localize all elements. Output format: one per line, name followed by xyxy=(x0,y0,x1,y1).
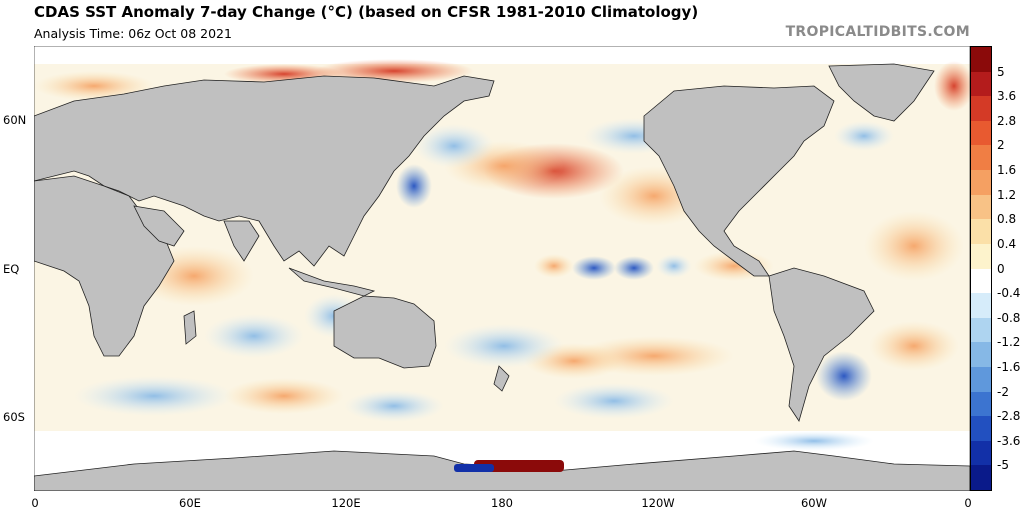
ross-sea-warm-patch xyxy=(474,460,564,472)
lat-label-60n: 60N xyxy=(3,113,27,127)
australia xyxy=(333,295,437,369)
colorbar-cell xyxy=(971,317,991,343)
colorbar-cell xyxy=(971,47,991,73)
colorbar-cell xyxy=(971,268,991,294)
colorbar-cell xyxy=(971,243,991,269)
colorbar-label: 0.4 xyxy=(997,236,1017,251)
colorbar-label: -3.6 xyxy=(997,433,1021,448)
colorbar-label: -0.8 xyxy=(997,310,1021,325)
south-america xyxy=(768,267,875,422)
colorbar-cell xyxy=(971,293,991,319)
colorbar-cell xyxy=(971,366,991,393)
colorbar-cell xyxy=(971,96,991,122)
colorbar-cell xyxy=(971,120,991,146)
colorbar-cell xyxy=(971,416,991,442)
site-credit: TROPICALTIDBITS.COM xyxy=(785,24,970,40)
sst-anomaly-map xyxy=(34,46,970,491)
arctic-band xyxy=(34,46,970,64)
lon-label-60e: 60E xyxy=(179,496,201,510)
colorbar-cell xyxy=(971,342,991,368)
colorbar-cell xyxy=(971,145,991,171)
colorbar-cell xyxy=(971,170,991,196)
colorbar-label: 0 xyxy=(997,261,1005,276)
colorbar-cell xyxy=(971,440,991,466)
arabia xyxy=(133,205,185,247)
colorbar-label: 2.8 xyxy=(997,113,1017,128)
colorbar-label: -1.6 xyxy=(997,359,1021,374)
colorbar-label: 5 xyxy=(997,64,1005,79)
lon-label-120e: 120E xyxy=(331,496,361,510)
indonesia xyxy=(288,267,376,297)
colorbar-label: 0.8 xyxy=(997,212,1017,227)
colorbar-label: 2 xyxy=(997,138,1005,153)
lat-label-eq: EQ xyxy=(3,262,20,276)
greenland xyxy=(828,63,935,122)
colorbar-cell xyxy=(971,391,991,417)
colorbar-label: -2 xyxy=(997,384,1009,399)
lon-label-0-left: 0 xyxy=(31,496,39,510)
colorbar-label: 3.6 xyxy=(997,89,1017,104)
colorbar-cell xyxy=(971,194,991,220)
india xyxy=(223,220,260,262)
colorbar-cell xyxy=(971,71,991,97)
colorbar-label: -5 xyxy=(997,458,1009,473)
africa xyxy=(34,175,175,357)
lat-label-60s: 60S xyxy=(3,410,25,424)
colorbar-cell xyxy=(971,219,991,245)
colorbar xyxy=(970,46,992,491)
colorbar-label: -0.4 xyxy=(997,286,1021,301)
madagascar xyxy=(183,310,197,345)
new-zealand xyxy=(493,365,510,392)
north-america xyxy=(643,85,835,277)
colorbar-cell xyxy=(971,465,991,491)
lon-label-120w: 120W xyxy=(641,496,675,510)
colorbar-label: 1.2 xyxy=(997,187,1017,202)
colorbar-label: -1.2 xyxy=(997,335,1021,350)
analysis-time: Analysis Time: 06z Oct 08 2021 xyxy=(34,26,232,41)
lon-label-0-right: 0 xyxy=(964,496,972,510)
map-title: CDAS SST Anomaly 7-day Change (°C) (base… xyxy=(34,3,699,21)
colorbar-label: -2.8 xyxy=(997,409,1021,424)
ross-sea-cold-patch xyxy=(454,464,494,472)
colorbar-label: 1.6 xyxy=(997,163,1017,178)
lon-label-180: 180 xyxy=(491,496,513,510)
lon-label-60w: 60W xyxy=(800,496,828,510)
